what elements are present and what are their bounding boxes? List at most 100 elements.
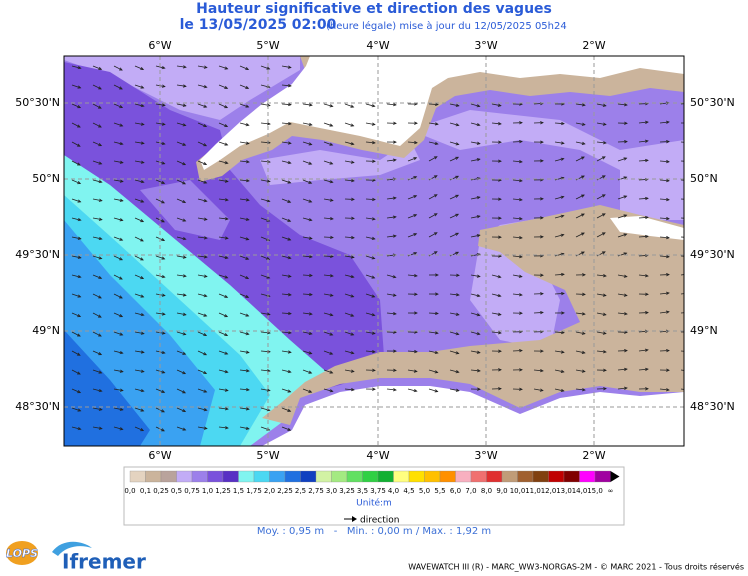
wave-arrow-head	[350, 104, 355, 108]
wave-arrow	[197, 293, 207, 297]
wave-arrow	[176, 141, 186, 146]
wave-arrow-head	[476, 141, 481, 145]
scale-swatch	[594, 470, 611, 483]
wave-arrow	[113, 350, 123, 354]
wave-arrow-head	[245, 407, 250, 411]
wave-arrow-head	[77, 181, 82, 185]
scale-swatch	[269, 470, 286, 483]
wave-arrow-head	[140, 331, 145, 335]
scale-swatch	[532, 470, 549, 483]
wave-arrow	[575, 331, 585, 335]
wave-arrow-head	[287, 427, 292, 431]
wave-arrow-head	[203, 426, 208, 430]
wave-arrow-head	[119, 388, 124, 392]
wave-arrow-head	[266, 388, 271, 392]
scale-swatch	[408, 470, 425, 483]
wave-arrow	[218, 198, 228, 201]
map-frame	[63, 55, 685, 447]
wave-arrow-head	[498, 140, 502, 144]
wave-arrow-head	[518, 293, 523, 297]
wave-arrow-head	[601, 175, 606, 179]
wave-arrow	[344, 369, 354, 373]
wave-arrow-head	[224, 314, 229, 318]
wave-arrow-head	[329, 142, 334, 146]
wave-arrow	[134, 426, 144, 431]
wave-arrow	[386, 388, 396, 391]
wave-arrow	[197, 122, 207, 127]
wave-arrow	[302, 369, 312, 374]
scale-label: 1,75	[246, 487, 262, 495]
wave-arrow-head	[287, 350, 292, 354]
scale-swatch	[455, 470, 472, 483]
wave-arrow-head	[224, 179, 229, 183]
wave-arrow-head	[433, 194, 438, 198]
wave-arrow-head	[203, 199, 208, 203]
lon-label-top: 4°W	[366, 39, 389, 52]
wave-arrow	[575, 194, 585, 200]
wave-arrow-head	[245, 160, 250, 164]
wave-arrow-head	[455, 194, 460, 198]
wave-arrow	[281, 103, 292, 106]
wave-arrow	[323, 141, 333, 146]
wave-arrow-head	[287, 160, 292, 165]
wave-arrow-head	[455, 332, 460, 336]
wave-arrow-head	[623, 233, 628, 237]
wave-arrow-head	[224, 198, 229, 202]
wave-arrow	[323, 103, 333, 107]
wave-arrow	[407, 369, 417, 372]
wave-arrow	[134, 293, 144, 298]
wave-arrow-head	[245, 388, 250, 392]
wave-arrow	[554, 122, 565, 125]
wave-arrow	[386, 312, 396, 315]
wave-arrow-head	[77, 274, 82, 279]
wave-arrow-head	[371, 331, 376, 335]
wave-arrow	[134, 84, 144, 89]
wave-arrow-head	[455, 251, 460, 255]
wave-arrow	[365, 217, 375, 220]
wave-arrow-head	[518, 178, 523, 183]
wave-arrow-head	[687, 311, 690, 314]
wave-arrow-head	[182, 371, 187, 375]
wave-arrow-head	[182, 390, 187, 394]
wave-arrow	[71, 236, 81, 240]
lat-label-left: 49°30'N	[15, 248, 60, 261]
wave-arrow	[533, 369, 543, 372]
wave-arrow	[239, 331, 249, 335]
wave-arrow-head	[119, 257, 124, 261]
wave-arrow	[239, 160, 249, 163]
wave-arrow-head	[392, 196, 397, 200]
wave-arrow	[281, 236, 291, 241]
wave-arrow	[428, 194, 438, 200]
wave-arrow-head	[288, 102, 292, 107]
wave-arrow	[680, 274, 684, 276]
wave-arrow	[596, 194, 606, 200]
wave-arrow-head	[666, 254, 670, 259]
wave-arrow	[281, 65, 291, 68]
wave-arrow	[407, 274, 417, 277]
wave-arrow	[218, 122, 228, 127]
wave-arrow	[680, 217, 684, 219]
scale-swatch	[579, 470, 596, 483]
wave-arrow-head	[182, 181, 187, 185]
wave-arrow-head	[77, 426, 82, 431]
wave-arrow-head	[560, 388, 565, 393]
wave-arrow	[113, 103, 123, 108]
wave-arrow	[386, 216, 396, 219]
scale-label: 14,0	[572, 487, 588, 495]
scale-label: 11,0	[525, 487, 541, 495]
wave-arrow	[92, 141, 102, 146]
wave-arrow	[449, 369, 459, 373]
wave-arrow-head	[666, 159, 670, 164]
wave-arrow-head	[581, 388, 586, 392]
wave-arrow-head	[371, 104, 376, 108]
wave-arrow-head	[203, 65, 208, 69]
wave-arrow	[71, 312, 81, 317]
lon-label-top: 2°W	[582, 39, 605, 52]
wave-arrow-head	[519, 349, 523, 353]
wave-arrow-head	[161, 274, 166, 279]
wave-arrow-head	[561, 121, 565, 126]
wave-arrow-head	[434, 141, 439, 146]
wave-arrow-head	[287, 293, 292, 297]
wave-arrow-head	[413, 157, 418, 161]
wave-arrow	[617, 195, 627, 200]
